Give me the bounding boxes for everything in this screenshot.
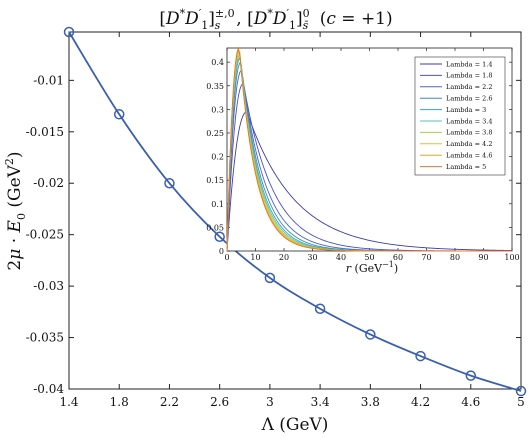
x-tick-label: 2.2: [160, 395, 179, 409]
legend-label: Lambda = 3.4: [446, 117, 492, 125]
data-point-marker: [515, 385, 527, 397]
inset-y-tick-label: 0.3: [211, 105, 224, 114]
inset-x-axis-label: r (GeV−1): [346, 260, 398, 275]
legend-label: Lambda = 3: [446, 106, 486, 114]
y-tick-label: -0.035: [26, 331, 64, 345]
x-tick-label: 1.4: [59, 395, 78, 409]
inset-y-tick-label: 0.1: [211, 200, 224, 209]
inset-x-tick-label: 100: [504, 253, 519, 262]
inset-y-tick-label: 0.05: [206, 223, 224, 232]
x-tick-label: 3.4: [311, 395, 330, 409]
y-tick-label: -0.02: [33, 176, 64, 190]
x-tick-label: 4.2: [411, 395, 430, 409]
inset-x-tick-label: 70: [421, 253, 431, 262]
data-point-marker: [465, 370, 477, 381]
inset-x-tick-label: 90: [478, 253, 488, 262]
data-point-marker: [164, 177, 175, 189]
y-axis-label: 2μ · E0 (GeV2): [3, 151, 28, 270]
y-tick-label: -0.03: [33, 279, 64, 293]
inset-x-tick-label: 20: [279, 253, 289, 262]
inset-y-tick-label: 0.2: [211, 153, 224, 162]
series-line: [68, 31, 522, 392]
x-tick-label: 3: [266, 395, 274, 409]
inset-x-tick-label: 40: [336, 253, 346, 262]
inset-y-tick-label: 0.25: [206, 129, 224, 138]
data-point-marker: [314, 303, 326, 315]
y-tick-label: -0.015: [26, 125, 64, 139]
inset-x-tick-label: 10: [250, 253, 260, 262]
legend-label: Lambda = 2.2: [446, 83, 492, 91]
x-axis-label: Λ (GeV): [261, 415, 329, 435]
legend-label: Lambda = 5: [446, 163, 486, 171]
inset-x-tick-label: 80: [450, 253, 460, 262]
legend-label: Lambda = 3.8: [446, 129, 492, 137]
main-plot-frame: [68, 31, 522, 390]
data-point-marker: [264, 272, 276, 284]
inset-legend: Lambda = 1.4 Lambda = 1.8 Lambda = 2.2 Lamb…: [420, 60, 492, 171]
y-tick-label: -0.025: [26, 228, 64, 242]
inset-x-tick-label: 60: [393, 253, 403, 262]
x-tick-label: 1.8: [110, 395, 129, 409]
x-tick-label: 3.8: [361, 395, 380, 409]
inset-series-line: [226, 111, 513, 252]
chart-title: [D*D′1]±,0 s, [D*D′1]0 s̄ (c = +1): [159, 7, 392, 32]
inset-series-line: [226, 46, 512, 252]
main-axis-ticks: 1.4 1.8 2.2 2.6 3 3.4 3.8 4.2 4.6 5 -0.01 -0.015 -0.…: [26, 32, 525, 409]
x-tick-label: 2.6: [210, 395, 229, 409]
inset-y-tick-label: 0: [219, 247, 224, 256]
inset-y-tick-label: 0.15: [206, 176, 224, 185]
x-tick-label: 4.6: [461, 395, 480, 409]
y-tick-label: -0.01: [33, 73, 64, 87]
main-series: [63, 26, 527, 397]
legend-label: Lambda = 4.2: [446, 140, 492, 148]
legend-label: Lambda = 1.8: [446, 72, 492, 80]
inset-y-tick-label: 0.35: [206, 82, 224, 91]
legend-label: Lambda = 4.6: [446, 152, 492, 160]
data-point-marker: [63, 26, 75, 38]
data-point-marker: [214, 231, 225, 242]
x-tick-label: 5: [517, 395, 525, 409]
y-tick-label: -0.04: [33, 382, 64, 396]
data-point-marker: [415, 350, 426, 362]
legend-label: Lambda = 2.6: [446, 95, 492, 103]
data-point-marker: [113, 109, 125, 120]
inset-x-tick-label: 50: [364, 253, 374, 262]
inset-series: [226, 46, 513, 252]
legend-label: Lambda = 1.4: [446, 60, 492, 68]
data-point-marker: [365, 329, 376, 340]
inset-y-tick-label: 0.4: [211, 58, 224, 67]
inset-x-tick-label: 0: [224, 253, 229, 262]
inset-x-tick-label: 30: [307, 253, 317, 262]
inset-axis-ticks: 0 10 20 30 40 50 60 70 80 90 100 0 0.05 0.1 0.15 0.2 0.2…: [206, 48, 520, 262]
